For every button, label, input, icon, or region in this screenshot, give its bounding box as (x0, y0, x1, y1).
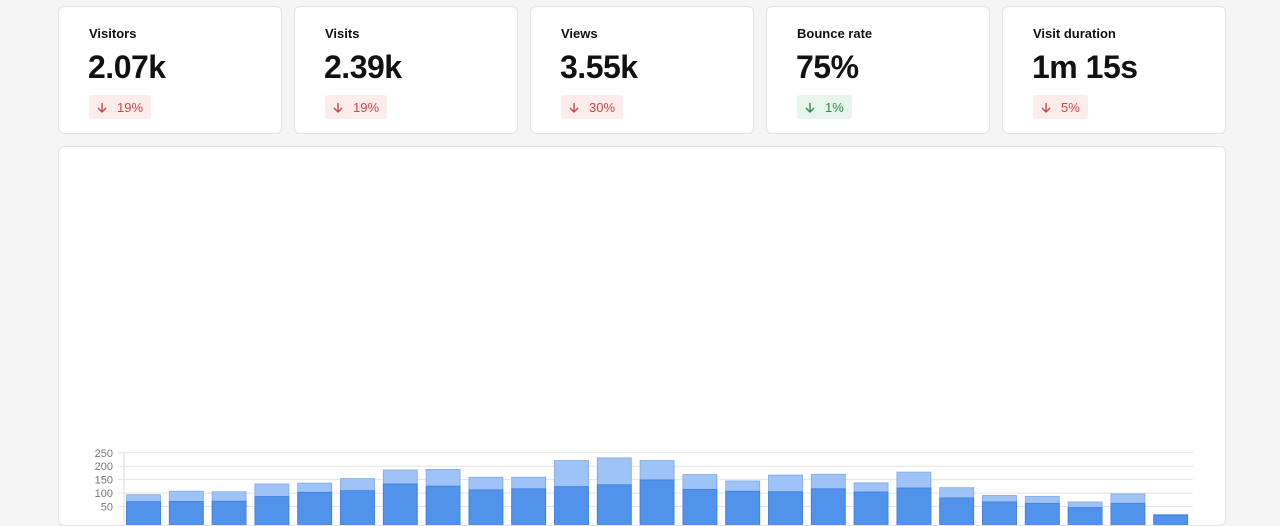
stat-delta-badge: 19% (325, 95, 388, 119)
bar-value (425, 485, 461, 525)
stat-delta: 19% (117, 99, 144, 115)
stat-delta-badge: 30% (561, 95, 624, 119)
arrow-down-icon (569, 102, 579, 113)
bar-value (939, 497, 975, 525)
stat-label: Visit duration (1033, 26, 1116, 41)
bar-value (554, 486, 589, 525)
stat-value: 2.07k (88, 49, 166, 85)
stat-value: 3.55k (560, 49, 638, 85)
bar-value (1067, 507, 1103, 525)
stat-label: Bounce rate (797, 26, 873, 41)
stat-card-visit-duration[interactable]: Visit duration 1m 15s 5% (1002, 6, 1226, 134)
stat-value: 2.39k (324, 49, 402, 85)
y-tick-label: 100 (95, 488, 113, 500)
bar-value (1110, 502, 1146, 525)
y-tick-label: 200 (95, 461, 113, 473)
stat-delta: 19% (353, 99, 380, 115)
bar-value (211, 500, 247, 525)
stat-delta: 5% (1061, 99, 1080, 115)
bar-value (896, 487, 932, 525)
bar-value (297, 491, 333, 525)
bar-value (382, 483, 418, 525)
arrow-down-icon (805, 102, 815, 113)
stat-delta-badge: 19% (89, 95, 152, 119)
bar-value (340, 490, 375, 525)
stat-delta: 1% (825, 99, 844, 115)
bar-value (982, 501, 1017, 525)
bar-value (511, 488, 547, 525)
bar-value (254, 496, 290, 525)
bar-value (596, 484, 632, 525)
stat-card-visits[interactable]: Visits 2.39k 19% (294, 6, 518, 134)
arrow-down-icon (97, 102, 107, 113)
y-tick-label: 150 (95, 475, 113, 487)
stat-card-views[interactable]: Views 3.55k 30% (530, 6, 754, 134)
stat-delta: 30% (589, 99, 616, 115)
stats-cards: Visitors 2.07k 19% Visits 2.39k 19% View… (58, 6, 1226, 134)
stat-delta-badge: 5% (1033, 95, 1088, 119)
stat-label: Visitors (89, 26, 137, 41)
y-tick-label: 50 (101, 502, 113, 514)
bar-value (853, 491, 889, 525)
bar-value (1153, 515, 1189, 525)
arrow-down-icon (1041, 102, 1051, 113)
bar-value (468, 489, 504, 525)
bar-value (168, 501, 204, 525)
stat-label: Visits (325, 26, 360, 41)
stat-value: 75% (796, 49, 859, 85)
bar-value (1024, 502, 1060, 525)
stat-card-bounce-rate[interactable]: Bounce rate 75% 1% (766, 6, 990, 134)
bar-value (682, 488, 718, 525)
bar-value (126, 501, 161, 525)
bar-value (639, 479, 675, 525)
stat-value: 1m 15s (1032, 49, 1138, 85)
stat-delta-badge: 1% (797, 95, 852, 119)
y-tick-label: 250 (95, 448, 113, 460)
arrow-down-icon (333, 102, 343, 113)
bar-value (810, 488, 846, 525)
stat-card-visitors[interactable]: Visitors 2.07k 19% (58, 6, 282, 134)
visitors-chart-panel: 50 100 150 200 250 (58, 146, 1226, 526)
stat-label: Views (561, 26, 598, 41)
